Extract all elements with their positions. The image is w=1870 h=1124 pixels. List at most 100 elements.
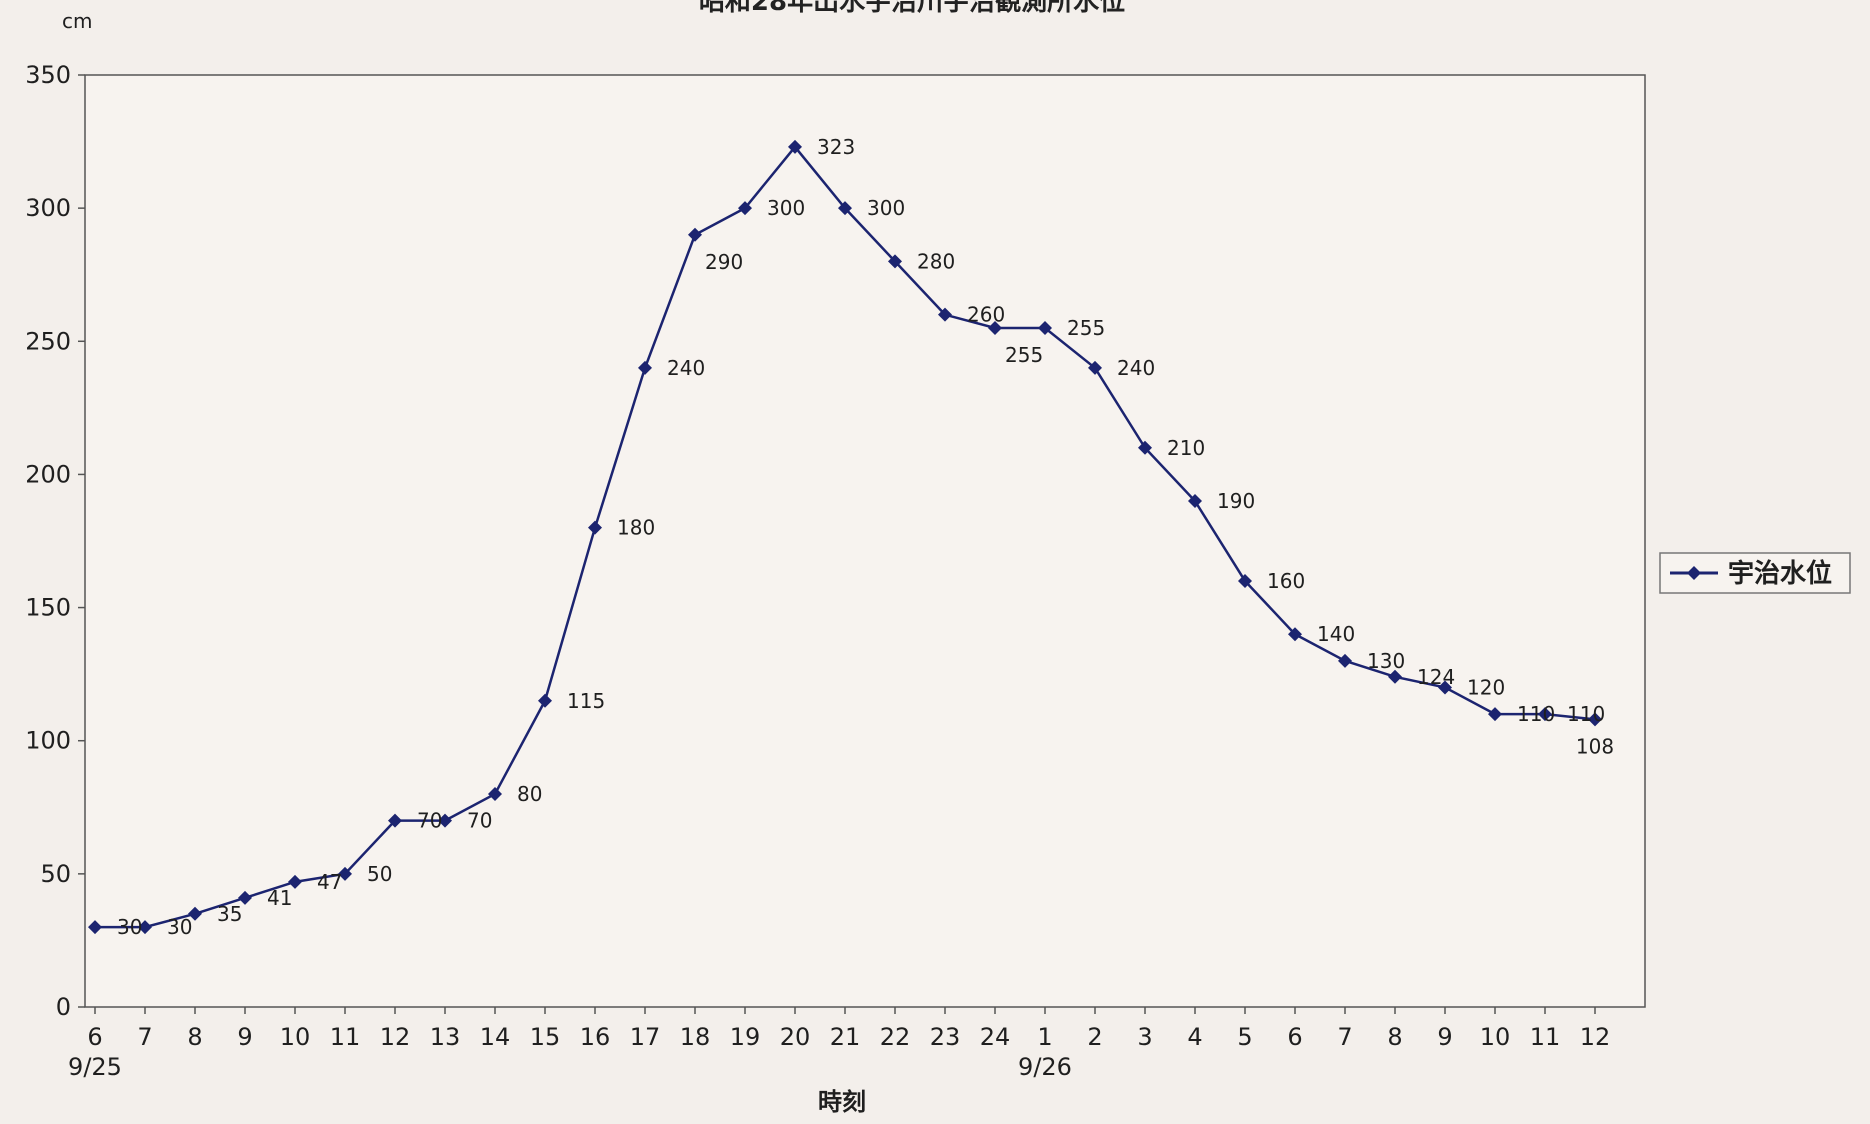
x-tick-label: 8 [1387, 1023, 1402, 1051]
data-point-marker [588, 520, 602, 535]
data-point-marker [688, 227, 702, 242]
data-point-marker [1538, 707, 1552, 722]
data-labels: 30 30 35 41 47 50 70 70 80 115 180 240 290 300 323 300 2… [117, 135, 1614, 939]
y-tick-label: 50 [40, 860, 71, 888]
data-label: 35 [217, 902, 242, 926]
data-label: 120 [1467, 675, 1505, 699]
data-label: 240 [667, 356, 705, 380]
data-label: 80 [517, 782, 542, 806]
data-label: 210 [1167, 436, 1205, 460]
x-tick-label: 17 [630, 1023, 661, 1051]
data-label: 300 [867, 196, 905, 220]
data-label: 130 [1367, 649, 1405, 673]
x-tick-label: 3 [1137, 1023, 1152, 1051]
legend-label: 宇治水位 [1728, 558, 1832, 589]
data-label: 70 [417, 809, 442, 833]
x-tick-label: 12 [1580, 1023, 1611, 1051]
data-point-marker [1388, 669, 1402, 684]
x-tick-label: 22 [880, 1023, 911, 1051]
data-label: 190 [1217, 489, 1255, 513]
data-point-marker [238, 890, 252, 905]
data-point-marker [1138, 440, 1152, 455]
data-point-marker [888, 254, 902, 269]
data-point-marker [638, 360, 652, 375]
data-label: 124 [1417, 665, 1455, 689]
data-label: 240 [1117, 356, 1155, 380]
plot-area [84, 74, 1646, 1008]
x-tick-label: 14 [480, 1023, 511, 1051]
data-label: 110 [1567, 702, 1605, 726]
series-layer [88, 139, 1602, 935]
x-tick-label: 23 [930, 1023, 961, 1051]
data-label: 255 [1067, 316, 1105, 340]
data-label: 30 [167, 915, 192, 939]
data-label: 300 [767, 196, 805, 220]
data-point-marker [388, 813, 402, 828]
x-tick-label: 20 [780, 1023, 811, 1051]
data-point-marker [1488, 707, 1502, 722]
data-point-marker [788, 139, 802, 154]
data-label: 41 [267, 886, 292, 910]
x-tick-label: 9 [237, 1023, 252, 1051]
x-tick-label: 18 [680, 1023, 711, 1051]
legend-marker-icon [1687, 566, 1701, 580]
data-point-marker [1088, 360, 1102, 375]
data-label: 110 [1517, 702, 1555, 726]
y-tick-label: 200 [25, 460, 71, 488]
data-point-marker [1188, 494, 1202, 509]
data-point-marker [838, 201, 852, 216]
x-tick-label: 13 [430, 1023, 461, 1051]
x-tick-label: 9 [1437, 1023, 1452, 1051]
data-label: 160 [1267, 569, 1305, 593]
x-tick-label: 19 [730, 1023, 761, 1051]
data-label: 108 [1576, 734, 1614, 758]
x-tick-label: 1 [1037, 1023, 1052, 1051]
x-date-label: 9/26 [1018, 1053, 1072, 1081]
y-tick-label: 100 [25, 727, 71, 755]
x-tick-label: 11 [330, 1023, 361, 1051]
x-tick-label: 15 [530, 1023, 561, 1051]
data-label: 30 [117, 915, 142, 939]
data-label: 140 [1317, 622, 1355, 646]
data-point-marker [1438, 680, 1452, 695]
data-label: 280 [917, 249, 955, 273]
data-point-marker [338, 866, 352, 881]
y-tick-label: 0 [56, 993, 71, 1021]
x-axis-title: 時刻 [818, 1088, 866, 1116]
y-tick-label: 350 [25, 61, 71, 89]
y-tick-label: 300 [25, 194, 71, 222]
data-point-marker [1338, 653, 1352, 668]
x-tick-label: 24 [980, 1023, 1011, 1051]
x-tick-label: 4 [1187, 1023, 1202, 1051]
chart-title: 昭和28年出水宇治川宇治観測所水位 [699, 0, 1125, 17]
x-date-label: 9/25 [68, 1053, 122, 1081]
data-point-marker [1238, 573, 1252, 588]
data-label: 180 [617, 516, 655, 540]
data-point-marker [938, 307, 952, 322]
y-tick-label: 250 [25, 327, 71, 355]
x-tick-label: 10 [280, 1023, 311, 1051]
data-point-marker [88, 920, 102, 935]
x-tick-label: 6 [1287, 1023, 1302, 1051]
data-point-marker [738, 201, 752, 216]
data-point-marker [138, 920, 152, 935]
x-tick-label: 10 [1480, 1023, 1511, 1051]
data-label: 323 [817, 135, 855, 159]
data-point-marker [488, 786, 502, 801]
legend: 宇治水位 [1659, 552, 1851, 594]
data-point-marker [1588, 712, 1602, 727]
data-label: 255 [1005, 343, 1043, 367]
data-point-marker [538, 693, 552, 708]
x-tick-label: 12 [380, 1023, 411, 1051]
data-label: 290 [705, 250, 743, 274]
x-tick-label: 8 [187, 1023, 202, 1051]
x-tick-label: 7 [1337, 1023, 1352, 1051]
data-point-marker [1288, 627, 1302, 642]
data-point-marker [1038, 320, 1052, 335]
x-tick-label: 21 [830, 1023, 861, 1051]
data-point-marker [988, 320, 1002, 335]
x-tick-label: 7 [137, 1023, 152, 1051]
x-tick-label: 16 [580, 1023, 611, 1051]
